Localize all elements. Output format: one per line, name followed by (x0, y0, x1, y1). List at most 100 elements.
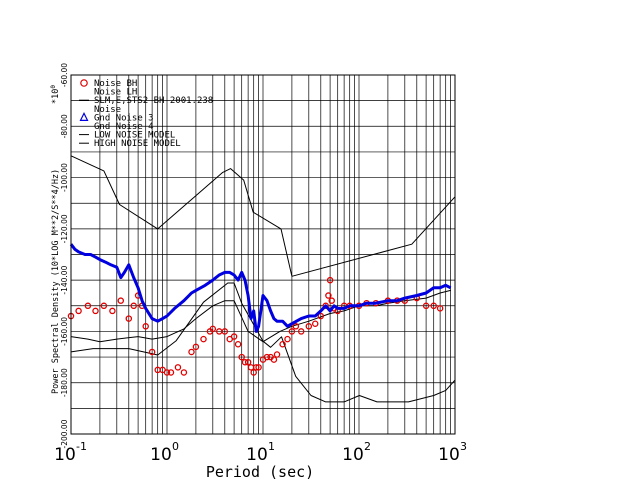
x-tick-label: 10 (342, 445, 364, 465)
y-tick-label: -200.00 (60, 419, 69, 448)
data-point (317, 312, 325, 320)
series-noise-bh (67, 276, 444, 376)
legend-label: Gnd Noise 3 (94, 113, 154, 123)
y-tick-label: -180.00 (60, 368, 69, 397)
y-tick-label: -60.00 (60, 63, 69, 87)
y-tick-labels: -200.00 -180.00 -160.00 -140.00 -120.00 -100.… (60, 63, 69, 449)
data-point (244, 358, 252, 366)
data-point (270, 356, 278, 363)
y-tick-label: -100.00 (60, 163, 69, 192)
data-point (311, 320, 319, 327)
data-point (325, 292, 332, 299)
data-point (163, 369, 171, 376)
data-point (422, 302, 430, 310)
x-tick-exponent: -1 (76, 440, 87, 453)
data-point (326, 276, 334, 284)
series-gnd-noise-3 (69, 243, 452, 333)
data-point (230, 333, 238, 340)
legend-entry: LOW NOISE MODEL (79, 131, 175, 141)
x-tick-labels: 10 -1 10 0 10 1 10 2 10 3 (54, 440, 467, 465)
x-tick-label: 10 (246, 445, 268, 465)
y-tick-label: -120.00 (60, 214, 69, 243)
data-point (284, 335, 291, 343)
x-tick-exponent: 0 (172, 440, 179, 453)
data-point (200, 335, 207, 343)
legend-marker (80, 79, 88, 87)
legend-label: Noise BH (94, 79, 137, 89)
data-point (188, 348, 195, 356)
data-point (221, 328, 229, 335)
series-line (69, 243, 452, 333)
series-high-noise-model (70, 155, 456, 277)
series-slm-e-sts2-bh-2001-238 (70, 289, 451, 343)
y-axis-label: Power Spectral Density (10*LOG M**2/S**4… (51, 169, 61, 394)
legend-entry: Noise LH (94, 88, 137, 98)
plot-series (67, 155, 456, 403)
series-low-noise-model (70, 282, 456, 403)
data-point (305, 323, 313, 330)
data-point (209, 325, 217, 333)
x-tick-exponent: 3 (460, 440, 467, 453)
legend-label: SLM,E,STS2 BH 2001.238 (94, 96, 213, 106)
data-point (192, 343, 200, 351)
x-tick-label: 10 (438, 445, 460, 465)
data-point (167, 369, 175, 376)
data-point (292, 323, 300, 330)
x-tick-label: 10 (54, 445, 76, 465)
data-point (75, 307, 82, 315)
data-point (322, 302, 329, 310)
x-tick-label: 10 (150, 445, 172, 465)
data-point (241, 358, 249, 366)
legend-entry: HIGH NOISE MODEL (79, 139, 181, 149)
series-line (70, 282, 456, 403)
legend-entry: SLM,E,STS2 BH 2001.238 (79, 96, 213, 106)
legend-label: Noise (94, 105, 121, 115)
data-point (174, 364, 182, 371)
legend-label: Noise LH (94, 88, 137, 98)
legend-label: Gnd Noise 4 (94, 122, 154, 132)
data-point (250, 369, 257, 376)
data-point (279, 340, 286, 348)
data-point (252, 364, 260, 371)
data-point (436, 305, 444, 312)
data-point (84, 302, 92, 310)
data-point (430, 302, 437, 310)
x-tick-exponent: 1 (268, 440, 275, 453)
plot-frame (70, 74, 456, 435)
data-point (92, 307, 99, 315)
x-axis-label: Period (sec) (206, 463, 314, 480)
legend-label: HIGH NOISE MODEL (94, 139, 181, 149)
y-axis-scale-base: *10 (51, 89, 61, 104)
y-axis-scale-exp: 0 (50, 85, 57, 89)
series-line (70, 155, 456, 277)
data-point (125, 315, 133, 322)
data-point (109, 307, 116, 315)
data-point (288, 328, 296, 335)
data-point (117, 297, 125, 304)
data-point (238, 353, 245, 361)
data-point (142, 323, 149, 330)
y-axis-scale-label: *100 (50, 85, 61, 104)
data-point (130, 302, 137, 310)
data-point (148, 348, 156, 356)
legend-entry: Noise BH (80, 79, 137, 89)
y-tick-label: -160.00 (60, 317, 69, 346)
legend-label: LOW NOISE MODEL (94, 131, 175, 141)
series-line (70, 289, 451, 343)
y-tick-label: -80.00 (60, 114, 69, 138)
y-tick-label: -140.00 (60, 265, 69, 294)
legend-entry: Noise (94, 105, 121, 115)
data-point (255, 364, 262, 371)
legend-entry: Gnd Noise 4 (94, 122, 154, 132)
x-tick-exponent: 2 (364, 440, 371, 453)
data-point (328, 297, 335, 304)
data-point (263, 353, 271, 361)
data-point (234, 340, 242, 348)
data-point (273, 351, 281, 358)
data-point (297, 328, 305, 335)
legend-marker (79, 112, 89, 122)
data-point (100, 302, 108, 310)
data-point (180, 369, 188, 376)
